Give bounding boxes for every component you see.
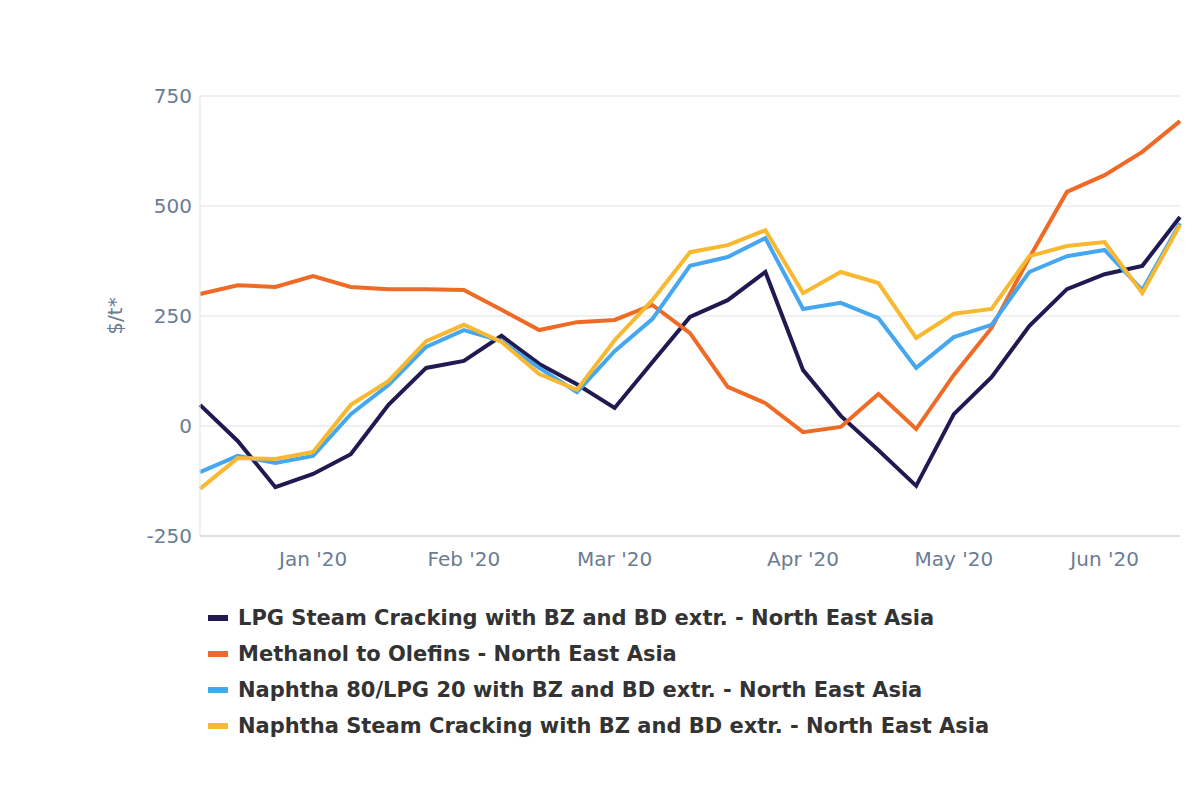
html-text:Naphtha Steam Cracking with BZ: Naphtha Steam Cracking with BZ and BD ex… [238,714,990,738]
svg-text:May '20: May '20 [915,547,994,571]
svg-text:-250: -250 [147,524,192,548]
svg-text:Jan '20: Jan '20 [277,547,347,571]
svg-text:Mar '20: Mar '20 [577,547,652,571]
svg-text:250: 250 [154,304,192,328]
html-text:Methanol to Olefins - North Ea: Methanol to Olefins - North East Asia [238,642,677,666]
svg-text:500: 500 [154,194,192,218]
svg-text:0: 0 [179,414,192,438]
svg-text:750: 750 [154,84,192,108]
svg-text:Feb '20: Feb '20 [427,547,500,571]
html-text:LPG Steam Cracking with BZ and: LPG Steam Cracking with BZ and BD extr. … [238,606,935,630]
svg-text:Jun '20: Jun '20 [1068,547,1139,571]
svg-text:Apr '20: Apr '20 [767,547,839,571]
html-text:Naphtha 80/LPG 20 with BZ and: Naphtha 80/LPG 20 with BZ and BD extr. -… [238,678,923,702]
svg-text:$/t*: $/t* [103,297,127,334]
